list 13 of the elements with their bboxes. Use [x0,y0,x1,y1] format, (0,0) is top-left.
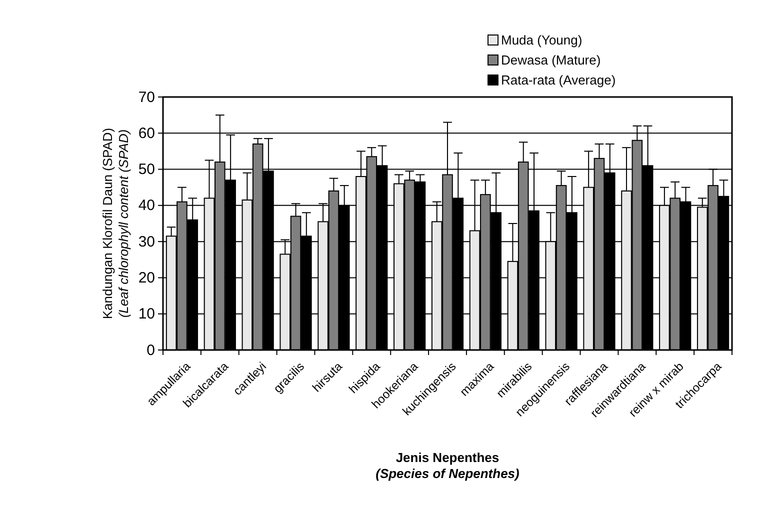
y-tick-label: 0 [146,342,155,359]
legend-label: Dewasa (Mature) [501,52,601,68]
y-tick-label: 70 [138,88,155,106]
legend-label: Muda (Young) [501,32,582,48]
legend-label: Rata-rata (Average) [501,72,616,88]
y-tick-label: 50 [138,161,155,178]
y-tick-label: 30 [138,233,155,250]
y-tick-label: 40 [138,197,155,214]
y-tick-label: 60 [138,124,155,142]
y-tick-label: 10 [138,306,155,323]
y-axis-title: Kandungan Klorofil Daun (SPAD) (Leaf chlorophyll content (SPAD) [100,128,131,320]
y-tick-label: 20 [138,270,155,287]
x-axis-title: Jenis Nepenthes (Species of Nepenthes) [376,450,520,481]
